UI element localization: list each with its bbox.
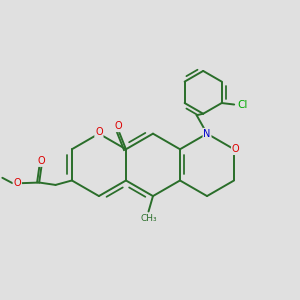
Text: N: N: [203, 129, 211, 139]
Text: CH₃: CH₃: [140, 214, 157, 223]
Text: O: O: [38, 156, 45, 166]
Text: Cl: Cl: [237, 100, 248, 110]
Text: O: O: [14, 178, 21, 188]
Text: O: O: [95, 127, 103, 137]
Text: O: O: [232, 144, 239, 154]
Text: O: O: [115, 122, 122, 131]
